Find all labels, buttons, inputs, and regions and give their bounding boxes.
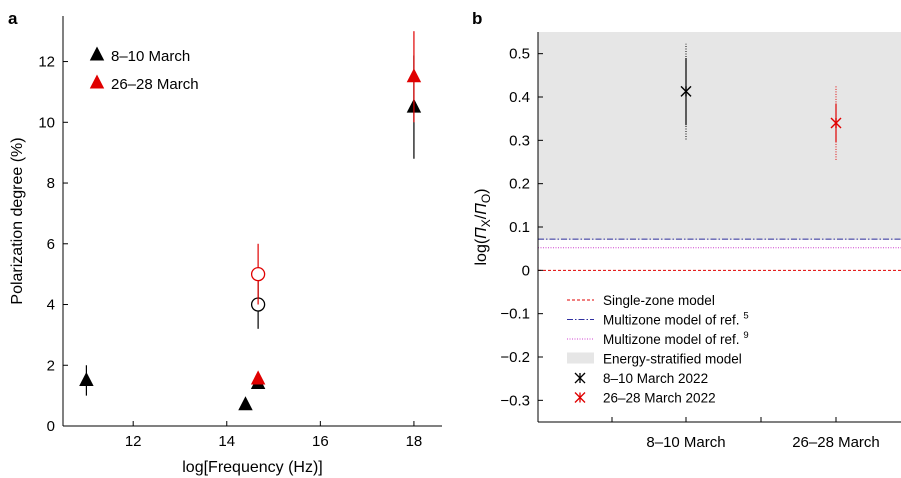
panel-a-x-tick-label: 14 [218, 433, 235, 450]
data-point-triangle [250, 370, 266, 385]
panel-b-letter: b [472, 9, 482, 28]
panel-b-x-tick-label: 8–10 March [646, 434, 725, 451]
panel-a-x-axis-label: log[Frequency (Hz)] [182, 459, 323, 476]
data-point-triangle [238, 396, 253, 411]
legend-label: Single-zone model [603, 293, 715, 308]
legend-band [567, 352, 594, 364]
panel-a-x-tick-label: 16 [312, 433, 329, 450]
panel-b-y-tick-label: 0.2 [509, 176, 530, 193]
panel-a-y-tick-label: 8 [47, 175, 55, 192]
data-point-circle [250, 266, 266, 282]
panel-a-x-tick-label: 18 [406, 433, 423, 450]
legend-label: 8–10 March 2022 [603, 371, 708, 386]
panel-a-y-tick-label: 0 [47, 418, 55, 435]
panel-b-y-tick-label: 0.4 [509, 89, 530, 106]
legend-label: 26–28 March 2022 [603, 391, 716, 406]
panel-a-y-tick-label: 6 [47, 236, 55, 253]
panel-a-y-axis-label: Polarization degree (%) [9, 137, 26, 304]
panel-b-y-tick-label: 0.3 [509, 132, 530, 149]
data-point-triangle [79, 371, 94, 386]
panel-b-y-tick-label: −0.2 [500, 349, 530, 366]
panel-b-y-tick-label: 0 [522, 262, 530, 279]
panel-b-chart: −0.3 −0.2 −0.1 0 0.1 0.2 0.3 0.4 0.5 8–10 March 26… [473, 32, 901, 451]
legend-label: 8–10 March [111, 48, 190, 65]
panel-b-x-tick-label: 26–28 March [792, 434, 880, 451]
panel-b-y-tick-label: −0.1 [500, 306, 530, 323]
panel-a-chart: 0 2 4 6 8 10 12 12 14 16 18 log[Frequency (Hz)] Pola… [9, 16, 442, 476]
panel-b-y-tick-label: 0.1 [509, 219, 530, 236]
legend-label: 26–28 March [111, 76, 199, 93]
panel-a-x-tick-label: 12 [125, 433, 142, 450]
data-point-triangle [406, 68, 422, 83]
panel-b-y-axis-label: log(ΠX/ΠO) [473, 188, 493, 265]
panel-a-y-tick-label: 4 [47, 297, 55, 314]
panel-a-letter: a [8, 9, 18, 28]
panel-a-y-tick-label: 12 [38, 54, 55, 71]
panel-a-y-tick-label: 10 [38, 114, 55, 131]
legend-marker [89, 46, 105, 61]
panel-b-y-tick-label: −0.3 [500, 392, 530, 409]
panel-a-y-tick-label: 2 [47, 357, 55, 374]
legend-marker [89, 74, 105, 89]
legend-label: Multizone model of ref. 5 [603, 311, 749, 328]
panel-b-y-tick-label: 0.5 [509, 46, 530, 63]
legend-label: Energy-stratified model [603, 352, 742, 367]
legend-label: Multizone model of ref. 9 [603, 330, 749, 347]
energy-stratified-band [538, 32, 901, 240]
